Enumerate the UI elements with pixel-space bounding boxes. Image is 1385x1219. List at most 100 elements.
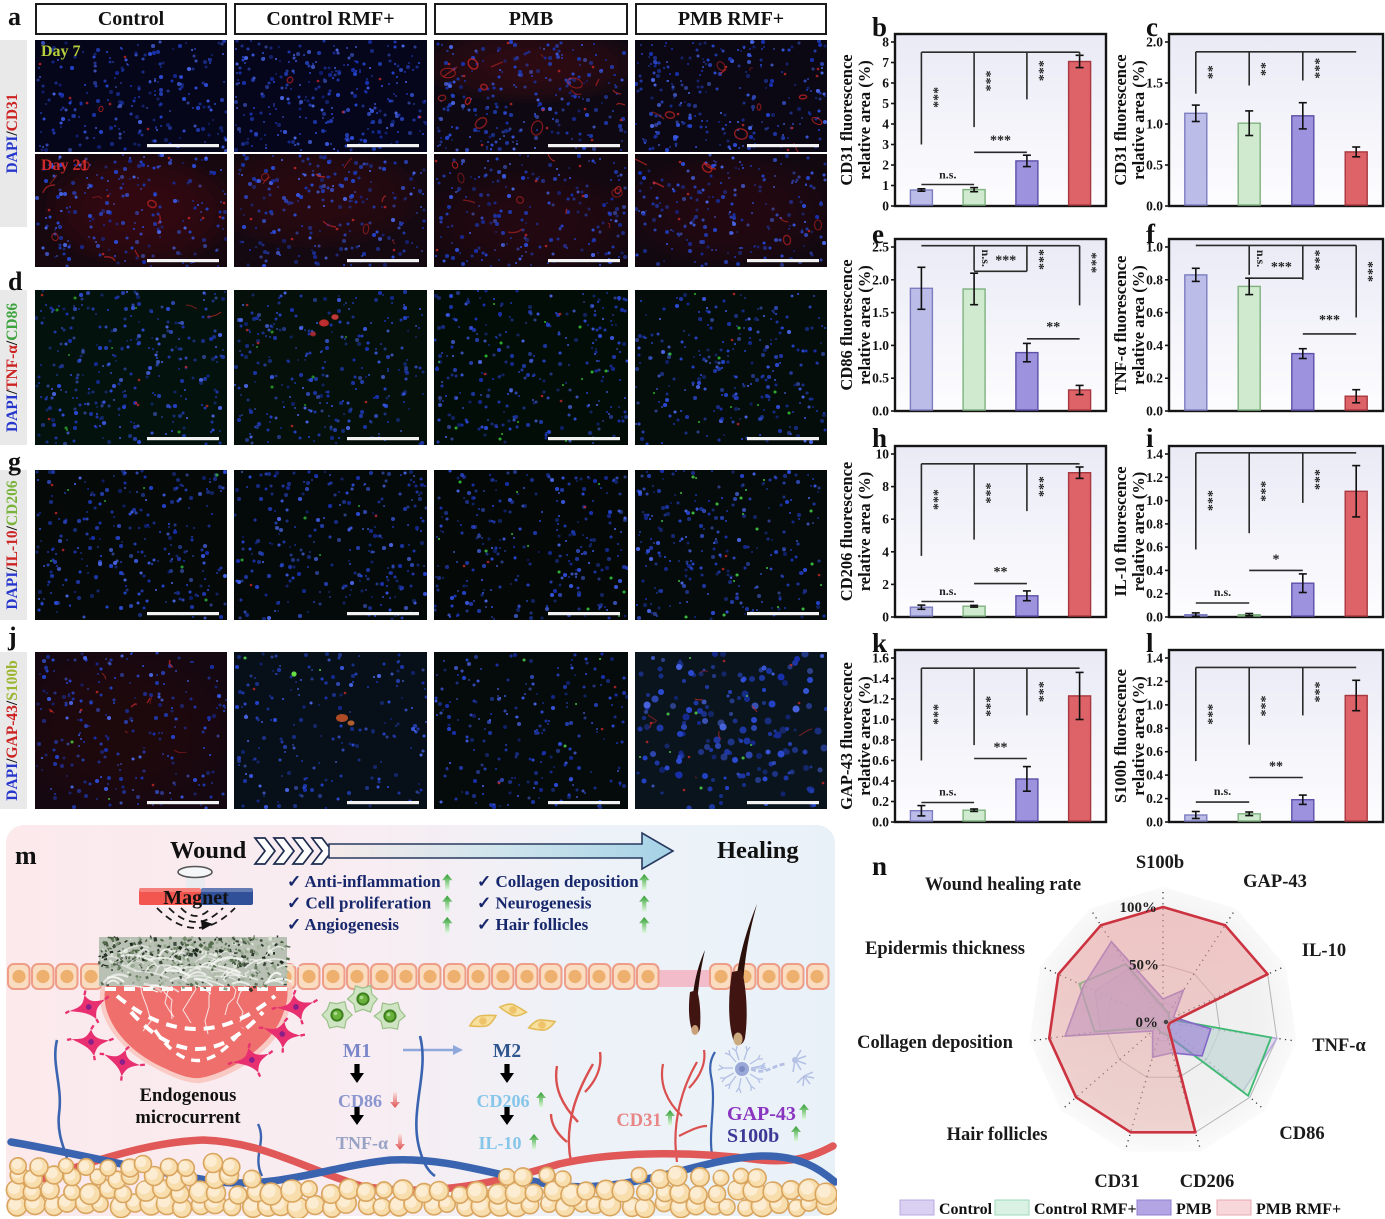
svg-text:***: ***	[925, 87, 940, 108]
svg-text:1.0: 1.0	[1146, 697, 1163, 712]
svg-text:relative area (%): relative area (%)	[855, 60, 874, 179]
svg-text:2.5: 2.5	[872, 240, 889, 255]
svg-text:100%: 100%	[1120, 900, 1158, 916]
svg-text:***: ***	[925, 489, 940, 510]
svg-text:0.2: 0.2	[1146, 371, 1163, 386]
svg-text:***: ***	[1031, 60, 1046, 81]
svg-text:k: k	[872, 628, 887, 658]
svg-text:S100b: S100b	[727, 1125, 779, 1147]
svg-text:***: ***	[925, 704, 940, 725]
svg-text:**: **	[1200, 65, 1215, 79]
svg-text:CD206: CD206	[1180, 1172, 1234, 1192]
svg-text:***: ***	[1307, 469, 1322, 490]
svg-text:0.8: 0.8	[1146, 516, 1163, 531]
svg-text:0.4: 0.4	[872, 774, 889, 789]
svg-text:1: 1	[882, 178, 889, 193]
svg-text:***: ***	[1031, 249, 1046, 270]
svg-text:n.s.: n.s.	[939, 167, 956, 181]
svg-text:1.4: 1.4	[1146, 651, 1163, 666]
svg-text:8: 8	[882, 35, 889, 50]
svg-text:0.8: 0.8	[1146, 721, 1163, 736]
svg-text:✓ Angiogenesis: ✓ Angiogenesis	[287, 915, 399, 934]
svg-text:1.0: 1.0	[1146, 117, 1163, 132]
svg-text:Endogenous: Endogenous	[140, 1086, 237, 1106]
svg-text:TNF-α fluorescence: TNF-α fluorescence	[1111, 256, 1130, 395]
svg-text:CD31 fluorescence: CD31 fluorescence	[1111, 54, 1130, 185]
svg-text:***: ***	[1253, 696, 1268, 717]
svg-text:5: 5	[882, 96, 889, 111]
svg-text:CD31 fluorescence: CD31 fluorescence	[840, 54, 856, 185]
svg-text:TNF-α: TNF-α	[1312, 1036, 1366, 1056]
svg-text:0.2: 0.2	[1146, 586, 1163, 601]
svg-text:0.2: 0.2	[872, 794, 889, 809]
svg-text:n.s.: n.s.	[939, 584, 956, 598]
svg-text:1.0: 1.0	[1146, 240, 1163, 255]
svg-text:Healing: Healing	[717, 837, 799, 864]
svg-text:n.s.: n.s.	[939, 784, 956, 798]
svg-text:0.0: 0.0	[1146, 199, 1163, 214]
svg-text:*: *	[1273, 552, 1280, 567]
svg-text:***: ***	[990, 134, 1011, 149]
svg-text:PMB: PMB	[1176, 1201, 1212, 1218]
svg-text:0: 0	[882, 199, 889, 214]
svg-text:CD86: CD86	[338, 1091, 382, 1111]
svg-text:relative area (%): relative area (%)	[855, 265, 874, 384]
svg-text:Control: Control	[939, 1201, 993, 1218]
svg-text:1.2: 1.2	[1146, 470, 1163, 485]
svg-text:0: 0	[882, 610, 889, 625]
svg-text:2: 2	[882, 577, 889, 592]
svg-text:0.6: 0.6	[1146, 305, 1163, 320]
svg-text:0.2: 0.2	[1146, 791, 1163, 806]
svg-text:***: ***	[1031, 476, 1046, 497]
svg-text:3: 3	[882, 137, 889, 152]
svg-text:microcurrent: microcurrent	[135, 1108, 241, 1128]
svg-text:Hair follicles: Hair follicles	[947, 1125, 1048, 1145]
svg-text:***: ***	[978, 696, 993, 717]
svg-text:n.s.: n.s.	[1214, 784, 1231, 798]
svg-text:***: ***	[1200, 704, 1215, 725]
svg-text:✓ Collagen deposition: ✓ Collagen deposition	[477, 872, 639, 891]
svg-text:1.0: 1.0	[872, 712, 889, 727]
svg-text:***: ***	[1319, 313, 1340, 328]
svg-text:IL-10: IL-10	[1302, 941, 1346, 961]
svg-text:1.0: 1.0	[1146, 493, 1163, 508]
svg-text:0.5: 0.5	[872, 371, 889, 386]
svg-text:✓ Anti-inflammation: ✓ Anti-inflammation	[287, 872, 441, 891]
svg-text:0.6: 0.6	[1146, 744, 1163, 759]
svg-text:n.s.: n.s.	[1214, 585, 1231, 599]
svg-text:***: ***	[1253, 481, 1268, 502]
svg-text:0.0: 0.0	[872, 404, 889, 419]
svg-text:Magnet: Magnet	[163, 887, 229, 909]
svg-text:2.0: 2.0	[1146, 35, 1163, 50]
svg-text:0.0: 0.0	[1146, 815, 1163, 830]
svg-text:6: 6	[882, 76, 889, 91]
svg-text:✓ Neurogenesis: ✓ Neurogenesis	[477, 894, 592, 913]
svg-text:Wound healing rate: Wound healing rate	[925, 875, 1081, 895]
svg-text:relative area (%): relative area (%)	[855, 472, 874, 591]
svg-text:1.4: 1.4	[872, 671, 889, 686]
svg-text:n.s.: n.s.	[1254, 250, 1268, 267]
svg-text:1.5: 1.5	[872, 305, 889, 320]
svg-text:GAP-43: GAP-43	[1243, 872, 1307, 892]
svg-text:M1: M1	[343, 1041, 371, 1062]
svg-text:0.6: 0.6	[872, 753, 889, 768]
svg-text:relative area (%): relative area (%)	[1129, 676, 1148, 795]
svg-text:m: m	[15, 841, 37, 870]
svg-text:CD86: CD86	[1279, 1124, 1324, 1144]
svg-text:1.0: 1.0	[872, 338, 889, 353]
svg-text:✓ Hair follicles: ✓ Hair follicles	[477, 915, 589, 934]
svg-text:**: **	[1269, 760, 1283, 775]
svg-text:IL-10 fluorescence: IL-10 fluorescence	[1111, 466, 1130, 596]
svg-text:1.2: 1.2	[872, 692, 889, 707]
svg-text:4: 4	[882, 117, 889, 132]
svg-text:h: h	[872, 423, 887, 453]
svg-text:e: e	[872, 219, 884, 249]
svg-text:CD86 fluorescence: CD86 fluorescence	[840, 259, 856, 390]
svg-text:relative area (%): relative area (%)	[855, 676, 874, 795]
svg-text:TNF-α: TNF-α	[336, 1133, 388, 1153]
svg-text:0.6: 0.6	[1146, 540, 1163, 555]
svg-text:b: b	[872, 12, 887, 42]
svg-text:0%: 0%	[1136, 1015, 1159, 1031]
svg-text:Wound: Wound	[170, 837, 247, 864]
svg-text:✓ Cell proliferation: ✓ Cell proliferation	[287, 894, 432, 913]
